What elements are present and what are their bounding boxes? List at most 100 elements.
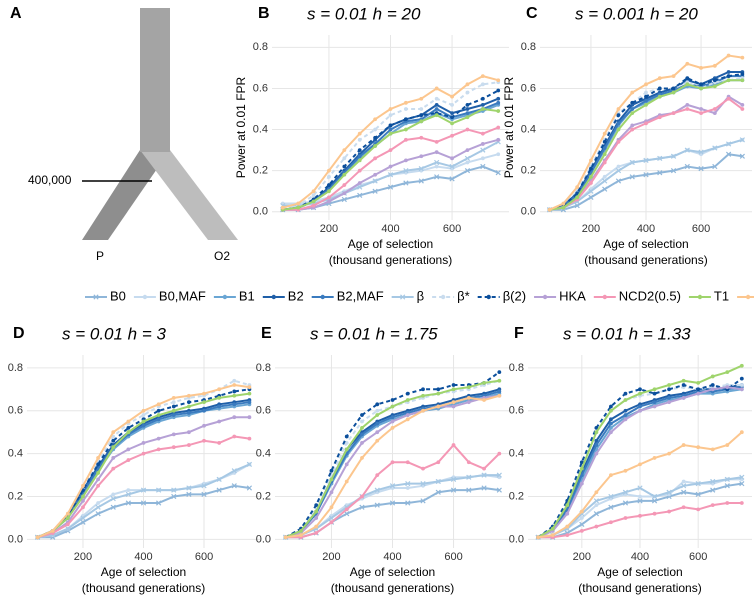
point <box>357 131 362 136</box>
point <box>156 413 161 417</box>
point <box>357 192 363 198</box>
legend-label: T1 <box>714 288 729 303</box>
point <box>726 70 731 74</box>
point <box>480 82 485 87</box>
point <box>575 195 580 200</box>
point <box>156 487 162 493</box>
point <box>667 509 671 514</box>
point <box>403 127 408 132</box>
point <box>96 471 101 475</box>
branch-p <box>82 150 170 240</box>
point <box>389 483 396 489</box>
point <box>482 466 486 471</box>
legend-label: β <box>417 288 424 303</box>
point <box>667 387 671 392</box>
point <box>671 111 676 116</box>
point <box>623 408 628 413</box>
point <box>615 168 622 174</box>
point <box>388 131 393 136</box>
legend-marker <box>440 294 446 300</box>
point <box>434 139 439 144</box>
chart-title: s = 0.01 h = 1.33 <box>563 324 691 343</box>
point <box>589 166 593 171</box>
legend-label: β(2) <box>503 288 526 303</box>
x-tick-label: 200 <box>320 223 338 235</box>
point <box>565 533 570 538</box>
point <box>638 404 642 409</box>
point <box>684 147 690 153</box>
point <box>725 370 730 375</box>
point <box>481 485 487 491</box>
point <box>403 158 408 163</box>
point <box>405 486 410 490</box>
point <box>126 458 131 462</box>
point <box>696 380 701 385</box>
point <box>450 133 454 138</box>
legend-label: NCD2(0.5) <box>619 288 681 303</box>
point <box>643 157 649 164</box>
point <box>171 487 177 493</box>
point <box>327 199 331 204</box>
point <box>126 447 131 452</box>
legend-marker <box>602 294 607 300</box>
point <box>699 86 703 91</box>
point <box>141 419 146 424</box>
legend-label: B0 <box>110 288 126 303</box>
point <box>657 115 662 120</box>
point <box>480 96 485 101</box>
x-tick-label: 600 <box>443 223 461 235</box>
point <box>388 113 393 118</box>
point <box>465 107 470 111</box>
legend-marker <box>320 294 325 300</box>
point <box>156 408 161 413</box>
point <box>126 488 131 492</box>
point <box>373 127 378 132</box>
point <box>344 447 349 452</box>
point <box>65 526 71 532</box>
split-label: 400,000 <box>28 173 72 187</box>
point <box>375 438 380 443</box>
point <box>80 515 86 521</box>
point <box>616 127 621 132</box>
point <box>681 505 686 510</box>
point <box>657 76 662 81</box>
point <box>360 432 364 437</box>
point <box>65 516 70 520</box>
point <box>389 500 396 506</box>
point <box>171 404 176 409</box>
point <box>186 400 191 405</box>
point <box>657 170 663 176</box>
point <box>202 423 206 428</box>
point <box>186 443 191 447</box>
point <box>405 460 410 465</box>
point <box>329 520 334 525</box>
point <box>405 398 410 402</box>
x-axis-label: Age of selection <box>350 565 435 579</box>
point <box>125 500 131 506</box>
point <box>171 493 177 500</box>
point <box>360 419 364 424</box>
point <box>712 145 718 151</box>
point <box>434 102 439 107</box>
point <box>171 445 176 450</box>
point <box>421 408 425 413</box>
point <box>375 413 380 417</box>
point <box>186 430 191 435</box>
x-axis-label: Age of selection <box>597 565 682 579</box>
point <box>126 430 131 435</box>
point <box>594 443 599 447</box>
point <box>710 487 716 493</box>
point <box>419 107 424 111</box>
point <box>684 163 690 170</box>
point <box>156 447 161 452</box>
point <box>699 82 703 87</box>
point <box>480 142 485 146</box>
point <box>388 127 393 132</box>
panel: 0.0 0.2 0.4 0.6 0.8 200 400 600 E s = 0.01 h = 1.… <box>256 324 510 595</box>
point <box>80 519 86 525</box>
panel-label: A <box>10 5 22 22</box>
legend-marker <box>142 294 148 300</box>
point <box>594 438 599 443</box>
point <box>712 111 717 116</box>
point <box>329 468 334 473</box>
